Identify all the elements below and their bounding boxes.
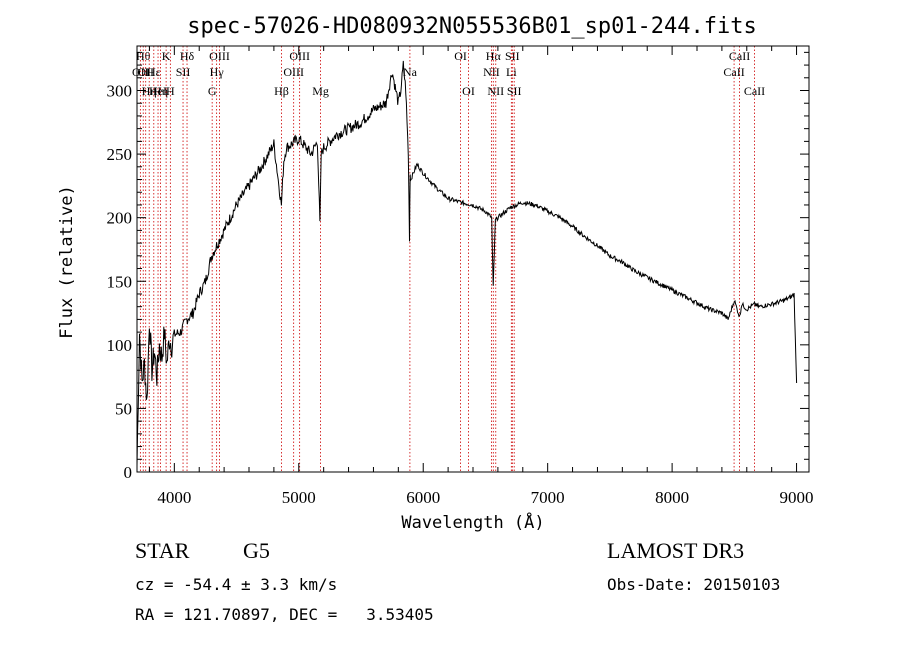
spectral-line-label: Hγ	[210, 65, 225, 79]
spectral-line-label: OI	[454, 49, 467, 63]
spectral-line-label: Mg	[312, 84, 329, 98]
spectral-line-label: OIII	[209, 49, 230, 63]
y-tick-label: 0	[124, 463, 133, 482]
chart-title: spec-57026-HD080932N055536B01_sp01-244.f…	[187, 14, 757, 39]
x-tick-label: 4000	[157, 488, 191, 507]
x-tick-label: 9000	[780, 488, 814, 507]
spectral-line-label: HeI	[149, 84, 167, 98]
spectral-line-label: NII	[483, 65, 500, 79]
spectral-line-label: Na	[403, 65, 418, 79]
y-tick-label: 150	[107, 272, 133, 291]
spectral-line-label: SII	[505, 49, 520, 63]
coordinates: RA = 121.70897, DEC = 3.53405	[135, 605, 434, 624]
object-type: STAR	[135, 538, 190, 563]
y-tick-label: 100	[107, 336, 133, 355]
spectral-line-label: OIII	[283, 65, 304, 79]
spectral-line-label: OIII	[289, 49, 310, 63]
spectral-line-label: Hδ	[180, 49, 195, 63]
spectral-line-label: Li	[506, 65, 517, 79]
x-tick-label: 7000	[531, 488, 565, 507]
object-subclass: G5	[243, 538, 270, 563]
spectral-line-label: G	[208, 84, 217, 98]
spectral-line-label: SII	[507, 84, 522, 98]
spectral-line-label: Hη	[153, 84, 168, 98]
spectral-line-label: SII	[176, 65, 191, 79]
y-tick-label: 200	[107, 209, 133, 228]
x-tick-label: 5000	[282, 488, 316, 507]
spectral-line-label: OII	[137, 65, 154, 79]
plot-series	[136, 60, 798, 466]
spectral-line-label: Hε	[147, 65, 161, 79]
spectral-line-label: Hα	[486, 49, 502, 63]
spectral-line-label: OI	[462, 84, 475, 98]
spectral-line-label: Hθ	[136, 49, 151, 63]
spectral-line-label: H	[166, 84, 175, 98]
survey-name: LAMOST DR3	[607, 538, 745, 563]
x-tick-label: 6000	[406, 488, 440, 507]
x-axis-label: Wavelength (Å)	[401, 511, 544, 533]
spectral-line-label: K	[162, 49, 171, 63]
redshift-text: cz = -54.4 ± 3.3 km/s	[135, 575, 338, 594]
x-axis-ticks: 4000 5000 6000 7000 8000 9000	[148, 46, 814, 507]
x-tick-label: 8000	[655, 488, 689, 507]
y-axis-label: Flux (relative)	[57, 185, 77, 339]
y-axis-ticks: 0 50 100 150 200 250 300	[107, 51, 809, 482]
plot-frame	[136, 45, 810, 473]
spectral-line-markers: OIIHθOIIHηHεHeIHηKHSIIHδGHγOIIIHβOIIIOII…	[132, 46, 765, 472]
spectral-line-label: CaII	[729, 49, 750, 63]
y-tick-label: 250	[107, 145, 133, 164]
spectral-line-label: Hβ	[274, 84, 289, 98]
spectral-line-label: NII	[487, 84, 504, 98]
spectral-line-label: Hη	[142, 84, 157, 98]
spectral-line-label: OII	[132, 65, 149, 79]
y-tick-label: 50	[115, 399, 132, 418]
y-tick-label: 300	[107, 82, 133, 101]
spectrum-line	[136, 60, 798, 466]
spectral-line-label: CaII	[744, 84, 765, 98]
obs-date: Obs-Date: 20150103	[607, 575, 781, 594]
spectral-line-label: CaII	[723, 65, 744, 79]
